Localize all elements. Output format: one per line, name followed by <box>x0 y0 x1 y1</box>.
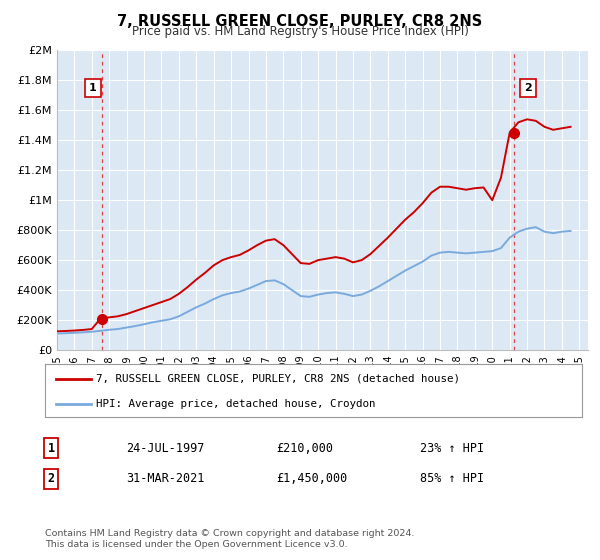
Text: HPI: Average price, detached house, Croydon: HPI: Average price, detached house, Croy… <box>96 399 376 409</box>
Text: Contains HM Land Registry data © Crown copyright and database right 2024.
This d: Contains HM Land Registry data © Crown c… <box>45 529 415 549</box>
Text: Price paid vs. HM Land Registry's House Price Index (HPI): Price paid vs. HM Land Registry's House … <box>131 25 469 38</box>
Text: 7, RUSSELL GREEN CLOSE, PURLEY, CR8 2NS (detached house): 7, RUSSELL GREEN CLOSE, PURLEY, CR8 2NS … <box>96 374 460 384</box>
Text: 24-JUL-1997: 24-JUL-1997 <box>126 441 205 455</box>
Text: £1,450,000: £1,450,000 <box>276 472 347 486</box>
Text: 2: 2 <box>47 472 55 486</box>
Text: £210,000: £210,000 <box>276 441 333 455</box>
Text: 31-MAR-2021: 31-MAR-2021 <box>126 472 205 486</box>
Text: 1: 1 <box>89 83 97 93</box>
Text: 23% ↑ HPI: 23% ↑ HPI <box>420 441 484 455</box>
Text: 85% ↑ HPI: 85% ↑ HPI <box>420 472 484 486</box>
Text: 1: 1 <box>47 441 55 455</box>
Text: 2: 2 <box>524 83 532 93</box>
Text: 7, RUSSELL GREEN CLOSE, PURLEY, CR8 2NS: 7, RUSSELL GREEN CLOSE, PURLEY, CR8 2NS <box>118 14 482 29</box>
